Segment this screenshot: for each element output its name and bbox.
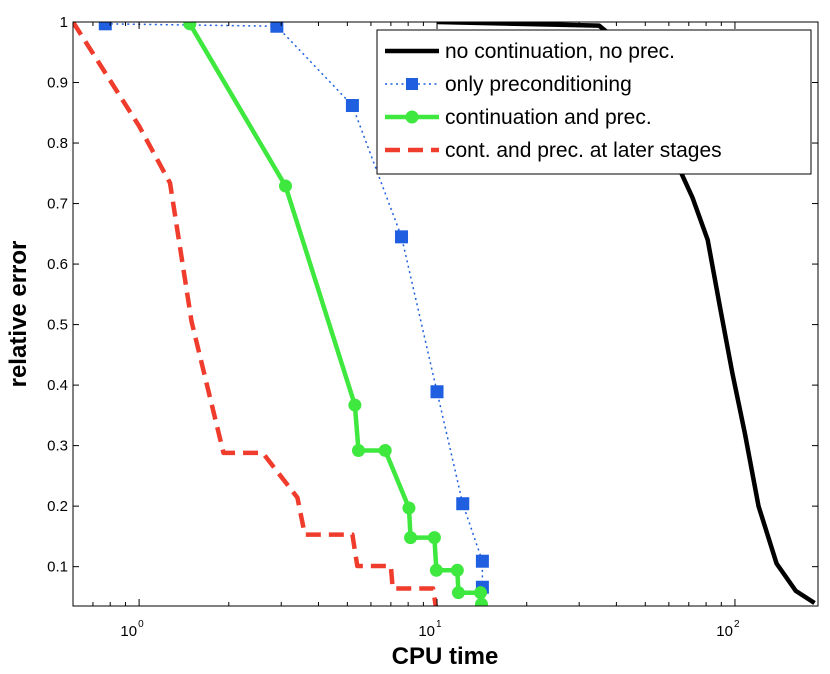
data-point-circle [450,563,464,577]
y-axis-title: relative error [5,241,32,388]
data-point-square [270,22,284,33]
legend-label: only preconditioning [445,73,632,96]
legend-swatch-square [406,78,418,90]
x-tick-exponent: 0 [138,619,144,630]
legend-box [376,29,812,175]
legend-label: no continuation, no prec. [445,40,675,63]
data-point-square [430,385,444,399]
y-tick-label: 0.2 [47,498,68,515]
series-line [73,22,438,606]
x-tick-exponent: 1 [436,619,442,630]
y-tick-label: 0.1 [47,559,68,576]
data-point-square [475,554,489,568]
series-2 [183,22,488,606]
y-tick-label: 0.4 [47,377,68,394]
y-tick-label: 0.7 [47,196,68,213]
data-point-circle [429,563,443,577]
data-point-circle [474,586,488,600]
legend-item-1: only preconditioning [385,73,632,96]
data-point-square [345,99,359,113]
data-point-circle [351,443,365,457]
x-tick-label: 10 [716,623,733,640]
data-point-circle [427,531,441,545]
x-tick-label: 10 [418,623,435,640]
data-point-square [456,497,470,511]
y-tick-label: 0.3 [47,438,68,455]
x-tick-exponent: 2 [734,619,740,630]
x-tick-label: 10 [120,623,137,640]
y-tick-label: 0.5 [47,317,68,334]
legend-label: cont. and prec. at later stages [445,139,722,162]
legend-label: continuation and prec. [445,106,652,129]
legend-item-3: cont. and prec. at later stages [385,139,722,162]
data-point-circle [451,586,465,600]
legend-item-2: continuation and prec. [385,106,652,129]
y-tick-label: 0.9 [47,75,68,92]
series-3 [73,22,438,606]
legend-item-0: no continuation, no prec. [385,40,675,63]
legend-swatch-circle [405,110,419,124]
data-point-circle [348,398,362,412]
plot-frame [72,21,819,607]
data-point-square [395,230,409,244]
data-point-circle [183,22,197,31]
data-point-circle [278,179,292,193]
y-tick-label: 0.8 [47,135,68,152]
data-point-circle [378,443,392,457]
series-line [105,23,484,588]
x-axis-title: CPU time [392,643,499,670]
data-point-square [98,22,112,31]
y-tick-label: 0.6 [47,256,68,273]
data-point-circle [402,501,416,515]
data-point-circle [474,597,488,606]
y-tick-label: 1 [60,14,68,31]
data-point-circle [404,531,418,545]
series-1 [98,22,489,594]
legend: no continuation, no prec. only preconditi… [376,29,812,175]
axes-layer [72,21,819,607]
